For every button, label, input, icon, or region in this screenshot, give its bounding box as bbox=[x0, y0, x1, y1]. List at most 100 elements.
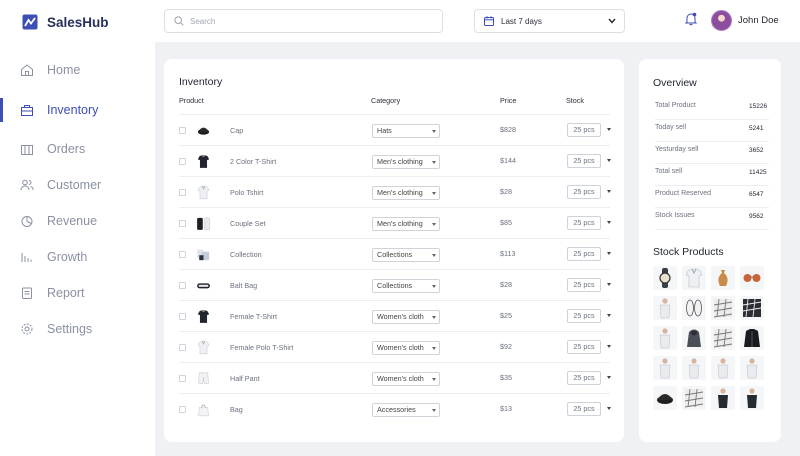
sidebar-item-label: Home bbox=[47, 63, 81, 77]
row-checkbox[interactable] bbox=[179, 158, 186, 165]
stock-input[interactable]: 25 pcs bbox=[567, 247, 601, 261]
logo[interactable]: SalesHub bbox=[22, 14, 109, 30]
date-range-select[interactable]: Last 7 days bbox=[474, 9, 625, 33]
stock-product-thumbnail[interactable] bbox=[711, 266, 735, 290]
row-checkbox[interactable] bbox=[179, 220, 186, 227]
stock-product-thumbnail[interactable] bbox=[711, 386, 735, 410]
table-row[interactable]: Female T-Shirt Women's cloth $25 25 pcs bbox=[179, 300, 611, 331]
table-row[interactable]: Collection Collections $113 25 pcs bbox=[179, 238, 611, 269]
sidebar-item-settings[interactable]: Settings bbox=[0, 317, 155, 341]
stock-product-thumbnail[interactable] bbox=[653, 356, 677, 380]
stat-label: Total Product bbox=[655, 102, 696, 109]
category-select[interactable]: Men's clothing bbox=[372, 217, 440, 231]
stat-label: Product Reserved bbox=[655, 190, 712, 197]
stock-product-thumbnail[interactable] bbox=[740, 266, 764, 290]
row-checkbox[interactable] bbox=[179, 375, 186, 382]
stock-dropdown-arrow-icon[interactable] bbox=[607, 128, 611, 131]
stock-product-thumbnail[interactable] bbox=[740, 296, 764, 320]
person-light-image bbox=[688, 358, 700, 379]
sidebar-item-orders[interactable]: Orders bbox=[0, 137, 155, 161]
row-checkbox[interactable] bbox=[179, 313, 186, 320]
stock-product-thumbnail[interactable] bbox=[682, 326, 706, 350]
sidebar-item-home[interactable]: Home bbox=[0, 58, 155, 82]
stock-input[interactable]: 25 pcs bbox=[567, 154, 601, 168]
category-select[interactable]: Men's clothing bbox=[372, 186, 440, 200]
sidebar-item-growth[interactable]: Growth bbox=[0, 245, 155, 269]
stock-product-thumbnail[interactable] bbox=[682, 296, 706, 320]
stock-dropdown-arrow-icon[interactable] bbox=[607, 159, 611, 162]
stock-product-thumbnail[interactable] bbox=[740, 356, 764, 380]
stock-input[interactable]: 25 pcs bbox=[567, 340, 601, 354]
stock-input[interactable]: 25 pcs bbox=[567, 371, 601, 385]
stock-dropdown-arrow-icon[interactable] bbox=[607, 221, 611, 224]
stock-product-thumbnail[interactable] bbox=[653, 266, 677, 290]
stock-dropdown-arrow-icon[interactable] bbox=[607, 252, 611, 255]
product-price: $13 bbox=[500, 404, 512, 413]
row-checkbox[interactable] bbox=[179, 344, 186, 351]
stock-product-thumbnail[interactable] bbox=[682, 386, 706, 410]
stock-product-thumbnail[interactable] bbox=[740, 326, 764, 350]
table-row[interactable]: Polo Tshirt Men's clothing $28 25 pcs bbox=[179, 176, 611, 207]
overview-title: Overview bbox=[653, 77, 697, 89]
stat-label: Stock Issues bbox=[655, 212, 695, 219]
row-checkbox[interactable] bbox=[179, 251, 186, 258]
category-select[interactable]: Collections bbox=[372, 248, 440, 262]
table-row[interactable]: Half Pant Women's cloth $35 25 pcs bbox=[179, 362, 611, 393]
stock-input[interactable]: 25 pcs bbox=[567, 402, 601, 416]
stock-input[interactable]: 25 pcs bbox=[567, 278, 601, 292]
category-select[interactable]: Women's cloth bbox=[372, 372, 440, 386]
person-light-image bbox=[659, 358, 671, 379]
table-row[interactable]: Couple Set Men's clothing $85 25 pcs bbox=[179, 207, 611, 238]
search-icon bbox=[174, 16, 184, 26]
stock-product-thumbnail[interactable] bbox=[653, 326, 677, 350]
stock-dropdown-arrow-icon[interactable] bbox=[607, 376, 611, 379]
sidebar-item-report[interactable]: Report bbox=[0, 281, 155, 305]
search-bar[interactable] bbox=[164, 9, 443, 33]
sunglasses-image bbox=[743, 274, 761, 282]
product-price: $828 bbox=[500, 125, 516, 134]
stock-input[interactable]: 25 pcs bbox=[567, 309, 601, 323]
category-select[interactable]: Women's cloth bbox=[372, 310, 440, 324]
table-row[interactable]: Bag Accessories $13 25 pcs bbox=[179, 393, 611, 424]
table-row[interactable]: Female Polo T-Shirt Women's cloth $92 25 pc… bbox=[179, 331, 611, 362]
row-checkbox[interactable] bbox=[179, 406, 186, 413]
user-menu[interactable]: John Doe bbox=[711, 10, 779, 31]
category-select[interactable]: Hats bbox=[372, 124, 440, 138]
stock-product-thumbnail[interactable] bbox=[653, 296, 677, 320]
stock-dropdown-arrow-icon[interactable] bbox=[607, 345, 611, 348]
stock-product-thumbnail[interactable] bbox=[682, 266, 706, 290]
stock-dropdown-arrow-icon[interactable] bbox=[607, 407, 611, 410]
stock-dropdown-arrow-icon[interactable] bbox=[607, 190, 611, 193]
stock-product-thumbnail[interactable] bbox=[711, 356, 735, 380]
stock-product-thumbnail[interactable] bbox=[682, 356, 706, 380]
table-row[interactable]: Balt Bag Collections $28 25 pcs bbox=[179, 269, 611, 300]
product-name: Polo Tshirt bbox=[230, 188, 264, 197]
category-select[interactable]: Men's clothing bbox=[372, 155, 440, 169]
sidebar-item-label: Settings bbox=[47, 322, 93, 336]
sidebar: SalesHub Home Inventory Orders Customer Reve… bbox=[0, 0, 155, 456]
stock-dropdown-arrow-icon[interactable] bbox=[607, 314, 611, 317]
stock-dropdown-arrow-icon[interactable] bbox=[607, 283, 611, 286]
category-select[interactable]: Collections bbox=[372, 279, 440, 293]
stock-product-thumbnail[interactable] bbox=[711, 326, 735, 350]
stock-input[interactable]: 25 pcs bbox=[567, 216, 601, 230]
stock-product-thumbnail[interactable] bbox=[653, 386, 677, 410]
row-checkbox[interactable] bbox=[179, 282, 186, 289]
category-select[interactable]: Women's cloth bbox=[372, 341, 440, 355]
sidebar-item-inventory[interactable]: Inventory bbox=[0, 98, 155, 122]
stock-product-thumbnail[interactable] bbox=[740, 386, 764, 410]
stock-input[interactable]: 25 pcs bbox=[567, 123, 601, 137]
category-select[interactable]: Accessories bbox=[372, 403, 440, 417]
notification-bell-icon[interactable] bbox=[685, 12, 697, 26]
row-checkbox[interactable] bbox=[179, 127, 186, 134]
sidebar-item-revenue[interactable]: Revenue bbox=[0, 209, 155, 233]
search-input[interactable] bbox=[190, 16, 430, 26]
stock-product-thumbnail[interactable] bbox=[711, 296, 735, 320]
customer-icon bbox=[20, 179, 34, 191]
overview-card: Overview Total Product 15226 Today sell 524… bbox=[639, 59, 781, 442]
stock-input[interactable]: 25 pcs bbox=[567, 185, 601, 199]
table-row[interactable]: Cap Hats $828 25 pcs bbox=[179, 114, 611, 145]
sidebar-item-customer[interactable]: Customer bbox=[0, 173, 155, 197]
row-checkbox[interactable] bbox=[179, 189, 186, 196]
table-row[interactable]: 2 Color T-Shirt Men's clothing $144 25 pcs bbox=[179, 145, 611, 176]
